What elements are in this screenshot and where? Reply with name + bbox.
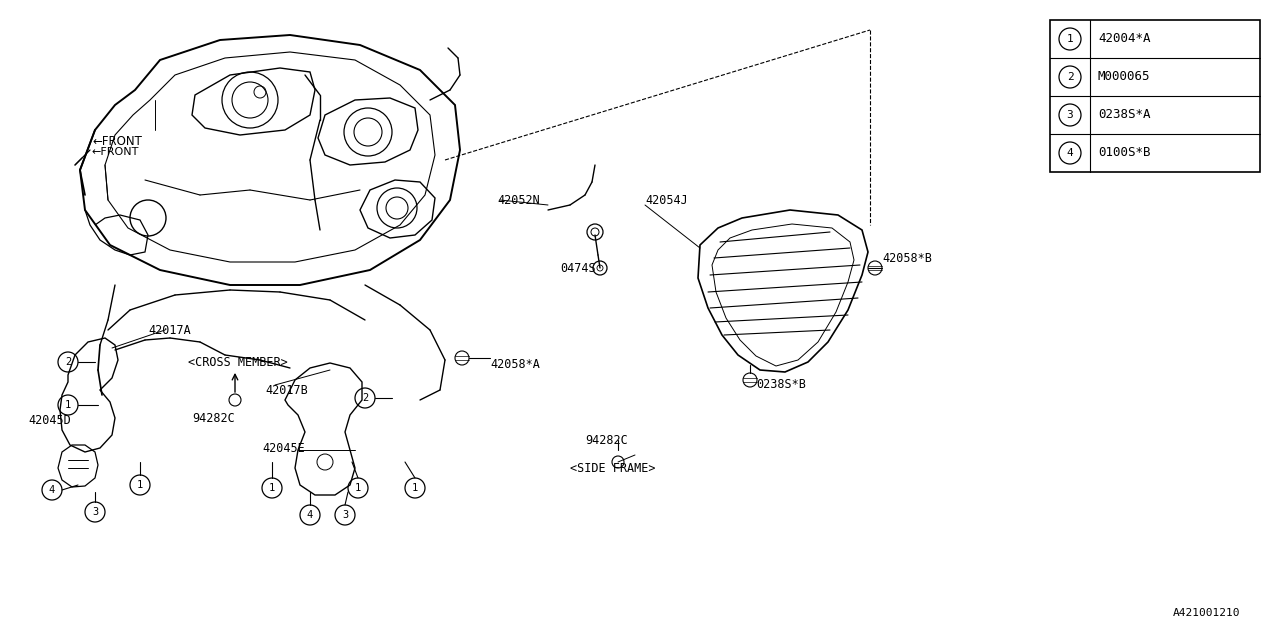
Text: 42017B: 42017B: [265, 383, 307, 397]
Text: 1: 1: [137, 480, 143, 490]
Text: 42058*A: 42058*A: [490, 358, 540, 371]
Text: ←FRONT: ←FRONT: [92, 135, 142, 148]
Bar: [1050, 20, 1260, 172]
Text: 42052N: 42052N: [497, 193, 540, 207]
Text: 1: 1: [1066, 34, 1074, 44]
Text: M000065: M000065: [1098, 70, 1151, 83]
Text: 2: 2: [65, 357, 72, 367]
Text: 3: 3: [92, 507, 99, 517]
Text: 4: 4: [1066, 148, 1074, 158]
Text: 0474S: 0474S: [561, 262, 595, 275]
Text: <SIDE FRAME>: <SIDE FRAME>: [570, 461, 655, 474]
Text: 2: 2: [362, 393, 369, 403]
Text: 42017A: 42017A: [148, 323, 191, 337]
Text: ←FRONT: ←FRONT: [92, 147, 140, 157]
Text: 0100S*B: 0100S*B: [1098, 147, 1151, 159]
Text: <CROSS MEMBER>: <CROSS MEMBER>: [188, 355, 288, 369]
Text: 42054J: 42054J: [645, 193, 687, 207]
Text: 42058*B: 42058*B: [882, 252, 932, 264]
Text: 1: 1: [355, 483, 361, 493]
Text: 1: 1: [65, 400, 72, 410]
Text: 1: 1: [412, 483, 419, 493]
Text: A421001210: A421001210: [1172, 608, 1240, 618]
Text: 42045D: 42045D: [28, 413, 70, 426]
Text: 4: 4: [49, 485, 55, 495]
Text: 94282C: 94282C: [585, 433, 627, 447]
Text: 0238S*A: 0238S*A: [1098, 109, 1151, 122]
Text: 0238S*B: 0238S*B: [756, 378, 806, 392]
Text: 3: 3: [342, 510, 348, 520]
Text: 4: 4: [307, 510, 314, 520]
Text: 42004*A: 42004*A: [1098, 33, 1151, 45]
Text: 3: 3: [1066, 110, 1074, 120]
Text: 2: 2: [1066, 72, 1074, 82]
Text: 1: 1: [269, 483, 275, 493]
Text: 42045E: 42045E: [262, 442, 305, 454]
Text: 94282C: 94282C: [192, 412, 234, 424]
